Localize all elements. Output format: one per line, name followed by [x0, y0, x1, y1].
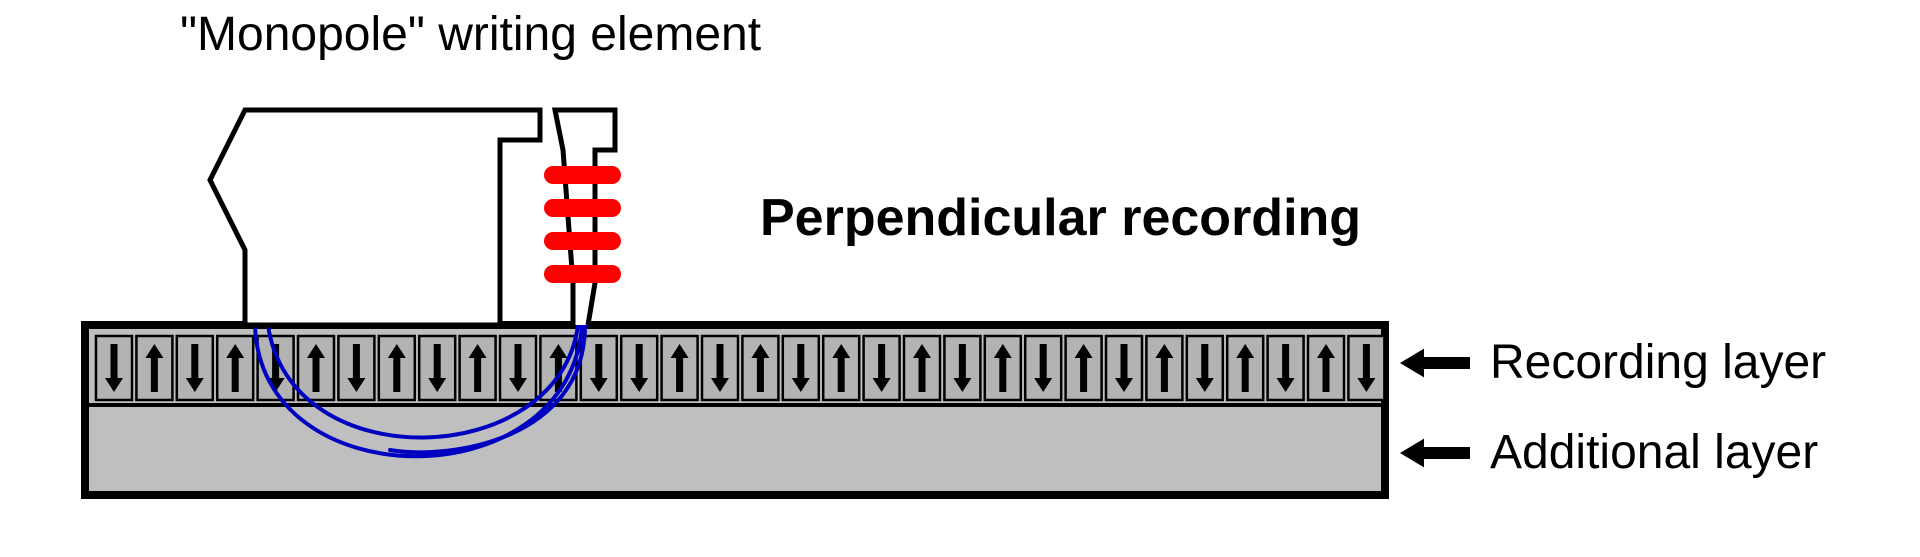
- return-pole: [210, 110, 540, 325]
- recording-label: Recording layer: [1490, 336, 1826, 389]
- title-label: Perpendicular recording: [760, 189, 1361, 247]
- arrow-left-icon: [1400, 349, 1470, 378]
- arrow-left-icon: [1400, 439, 1470, 468]
- top-label: "Monopole" writing element: [180, 8, 761, 61]
- additional-label: Additional layer: [1490, 426, 1818, 479]
- write-head: [210, 110, 615, 325]
- monopole-pole: [555, 110, 615, 325]
